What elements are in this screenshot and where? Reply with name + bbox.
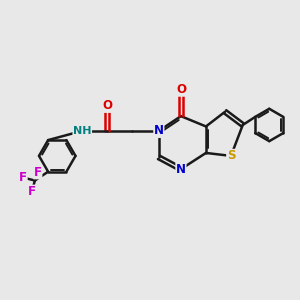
Text: O: O	[102, 99, 112, 112]
Text: O: O	[102, 99, 112, 112]
Text: S: S	[227, 149, 235, 162]
Text: N: N	[176, 163, 186, 176]
Text: F: F	[34, 167, 42, 177]
Text: S: S	[227, 149, 235, 162]
Text: NH: NH	[73, 126, 92, 136]
Text: F: F	[28, 185, 36, 198]
Text: N: N	[176, 163, 186, 176]
Text: N: N	[154, 124, 164, 137]
Text: F: F	[19, 171, 27, 184]
Text: N: N	[154, 124, 164, 137]
Text: F: F	[19, 172, 27, 183]
Text: F: F	[28, 187, 36, 197]
Text: NH: NH	[73, 126, 92, 136]
Text: F: F	[34, 166, 42, 179]
Text: O: O	[176, 83, 186, 96]
Text: O: O	[176, 83, 186, 96]
